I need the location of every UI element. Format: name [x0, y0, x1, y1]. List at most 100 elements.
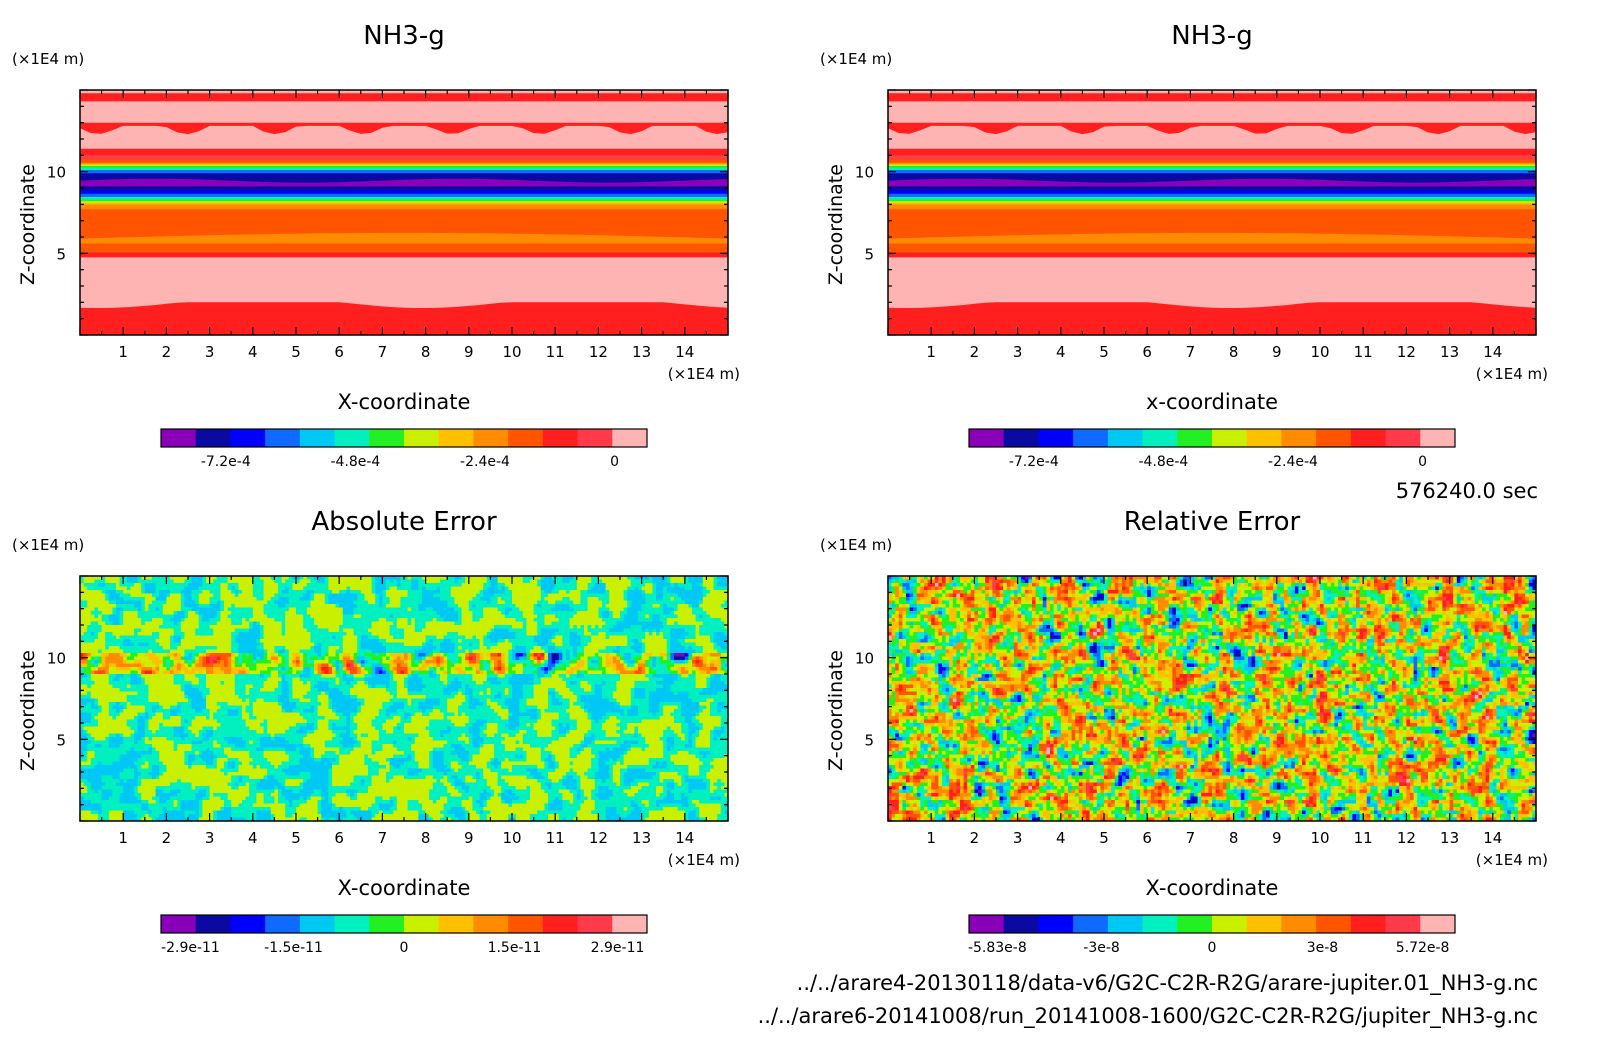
field-cell — [724, 656, 728, 661]
field-cell — [299, 618, 304, 623]
field-cell — [580, 660, 585, 665]
field-cell — [119, 583, 124, 588]
field-cell — [710, 646, 715, 651]
field-cell — [404, 646, 409, 651]
field-cell — [645, 600, 650, 605]
field-cell — [350, 607, 355, 612]
field-cell — [166, 635, 171, 640]
field-cell — [530, 576, 535, 581]
field-cell — [198, 614, 203, 619]
field-cell — [108, 653, 113, 658]
field-cell — [612, 604, 617, 609]
field-cell — [458, 579, 463, 584]
field-cell — [699, 593, 704, 598]
field-cell — [551, 590, 556, 595]
field-cell — [724, 646, 728, 651]
field-cell — [303, 663, 308, 668]
field-cell — [501, 611, 506, 616]
field-cell — [587, 625, 592, 630]
colorbar: -7.2e-4 -4.8e-4 -2.4e-4 0 — [968, 428, 1456, 470]
field-cell — [702, 632, 707, 637]
field-cell — [134, 660, 139, 665]
field-cell — [670, 579, 675, 584]
field-cell — [634, 635, 639, 640]
field-cell — [393, 621, 398, 626]
field-cell — [522, 600, 527, 605]
field-cell — [519, 646, 524, 651]
field-cell — [371, 649, 376, 654]
field-cell — [605, 611, 610, 616]
field-cell — [105, 618, 110, 623]
field-cell — [364, 590, 369, 595]
field-cell — [188, 649, 193, 654]
field-cell — [688, 600, 693, 605]
field-cell — [195, 579, 200, 584]
plot-area — [80, 576, 728, 821]
field-cell — [350, 614, 355, 619]
field-cell — [681, 604, 686, 609]
field-cell — [720, 576, 725, 581]
field-cell — [670, 660, 675, 665]
field-cell — [544, 614, 549, 619]
field-cell — [296, 586, 301, 591]
field-cell — [285, 639, 290, 644]
field-cell — [627, 593, 632, 598]
field-cell — [706, 583, 711, 588]
field-cell — [353, 586, 358, 591]
field-cell — [119, 576, 124, 581]
field-cell — [602, 593, 607, 598]
field-cell — [375, 590, 380, 595]
field-cell — [594, 600, 599, 605]
field-cell — [141, 653, 146, 658]
field-cell — [688, 583, 693, 588]
field-cell — [378, 635, 383, 640]
field-cell — [425, 614, 430, 619]
field-cell — [573, 600, 578, 605]
field-cell — [152, 628, 157, 633]
field-cell — [126, 646, 131, 651]
field-cell — [407, 604, 412, 609]
field-cell — [270, 604, 275, 609]
field-cell — [357, 583, 362, 588]
field-cell — [468, 660, 473, 665]
field-cell — [152, 639, 157, 644]
field-cell — [641, 660, 646, 665]
field-cell — [267, 607, 272, 612]
field-cell — [98, 600, 103, 605]
field-cell — [494, 576, 499, 581]
field-cell — [245, 604, 250, 609]
field-cell — [285, 597, 290, 602]
field-cell — [454, 656, 459, 661]
field-cell — [90, 593, 95, 598]
field-cell — [216, 611, 221, 616]
field-cell — [306, 607, 311, 612]
field-cell — [677, 632, 682, 637]
field-cell — [566, 632, 571, 637]
field-cell — [695, 600, 700, 605]
field-cell — [717, 628, 722, 633]
field-cell — [713, 653, 718, 658]
field-cell — [371, 625, 376, 630]
field-cell — [429, 653, 434, 658]
field-cell — [519, 639, 524, 644]
field-cell — [432, 611, 437, 616]
field-cell — [80, 656, 85, 661]
field-cell — [101, 653, 106, 658]
field-cell — [461, 656, 466, 661]
field-cell — [148, 642, 153, 647]
field-cell — [191, 590, 196, 595]
field-cell — [162, 614, 167, 619]
field-cell — [242, 597, 247, 602]
field-cell — [332, 576, 337, 581]
field-cell — [339, 611, 344, 616]
field-cell — [724, 604, 728, 609]
field-cell — [324, 628, 329, 633]
field-cell — [652, 579, 657, 584]
field-cell — [710, 614, 715, 619]
field-cell — [94, 604, 99, 609]
field-cell — [530, 663, 535, 668]
field-cell — [609, 639, 614, 644]
field-cell — [562, 649, 567, 654]
field-cell — [306, 586, 311, 591]
